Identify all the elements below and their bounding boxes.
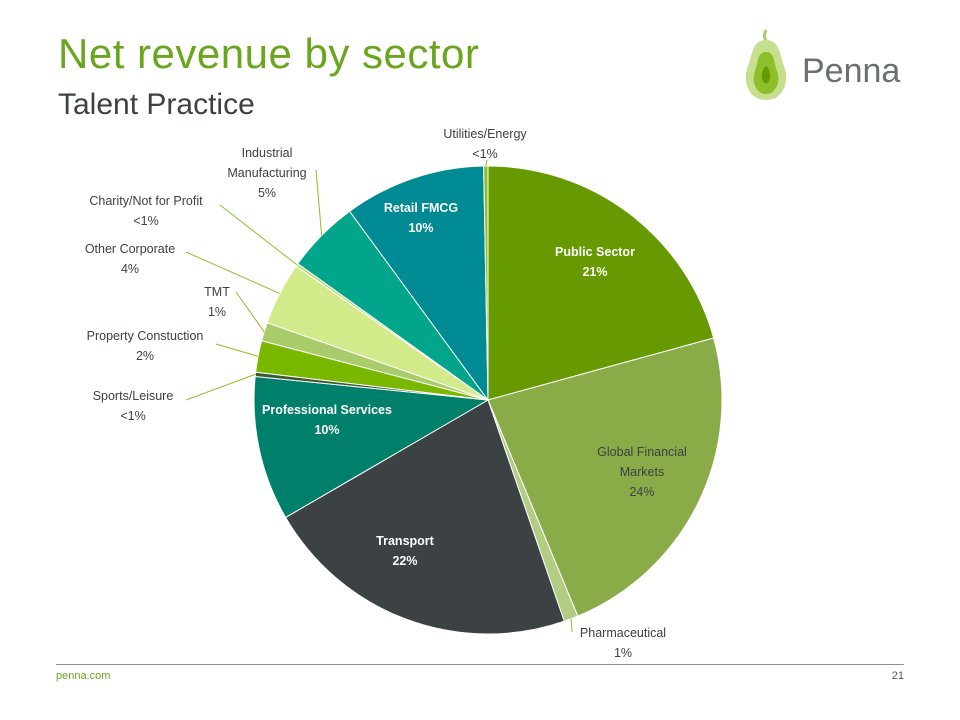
data-label-transport: Transport 22%: [376, 534, 434, 568]
pear-icon: [745, 29, 787, 100]
pie-slice-global-financial-markets: [487, 337, 723, 617]
leader-line-other-corporate: [185, 251, 280, 294]
data-label-global-financial-markets: Global Financial Markets 24%: [597, 445, 687, 499]
leader-line-industrial-manufacturing: [315, 169, 323, 236]
data-label-other-corporate: Other Corporate 4%: [85, 242, 175, 276]
data-label-retail-fmcg: Retail FMCG 10%: [384, 201, 458, 235]
leader-line-property-constuction: [215, 343, 259, 357]
data-label-industrial-manufacturing: Industrial Manufacturing 5%: [227, 146, 306, 200]
data-label-utilities-energy: Utilities/Energy <1%: [443, 127, 527, 161]
data-label-tmt: TMT 1%: [204, 285, 230, 319]
pie-slice-public-sector: [487, 165, 715, 401]
pie-slice-utilities-energy: [483, 165, 489, 401]
data-label-pharmaceutical: Pharmaceutical 1%: [580, 626, 666, 660]
pie-slice-professional-services: [253, 375, 490, 519]
leader-line-sports-leisure: [185, 373, 256, 401]
footer-divider: [56, 664, 904, 665]
page-title: Net revenue by sector: [58, 30, 480, 77]
data-label-charity-not-for-profit: Charity/Not for Profit <1%: [89, 194, 203, 228]
data-label-property-constuction: Property Constuction 2%: [87, 329, 204, 363]
penna-logo: Penna: [745, 29, 900, 100]
page-number: 21: [891, 670, 904, 682]
pie-slice-transport: [284, 399, 565, 635]
leader-line-pharmaceutical: [570, 618, 573, 633]
logo-wordmark: Penna: [802, 52, 900, 90]
data-label-sports-leisure: Sports/Leisure <1%: [93, 389, 174, 423]
leader-line-tmt: [235, 291, 265, 332]
page-subtitle: Talent Practice: [58, 88, 255, 121]
footer-link[interactable]: penna.com: [56, 670, 111, 682]
leader-line-charity-not-for-profit: [219, 204, 298, 266]
data-label-public-sector: Public Sector 21%: [555, 245, 635, 279]
leader-line-utilities-energy: [485, 159, 488, 167]
pie-slice-retail-fmcg: [348, 165, 489, 402]
data-label-professional-services: Professional Services 10%: [262, 403, 392, 437]
